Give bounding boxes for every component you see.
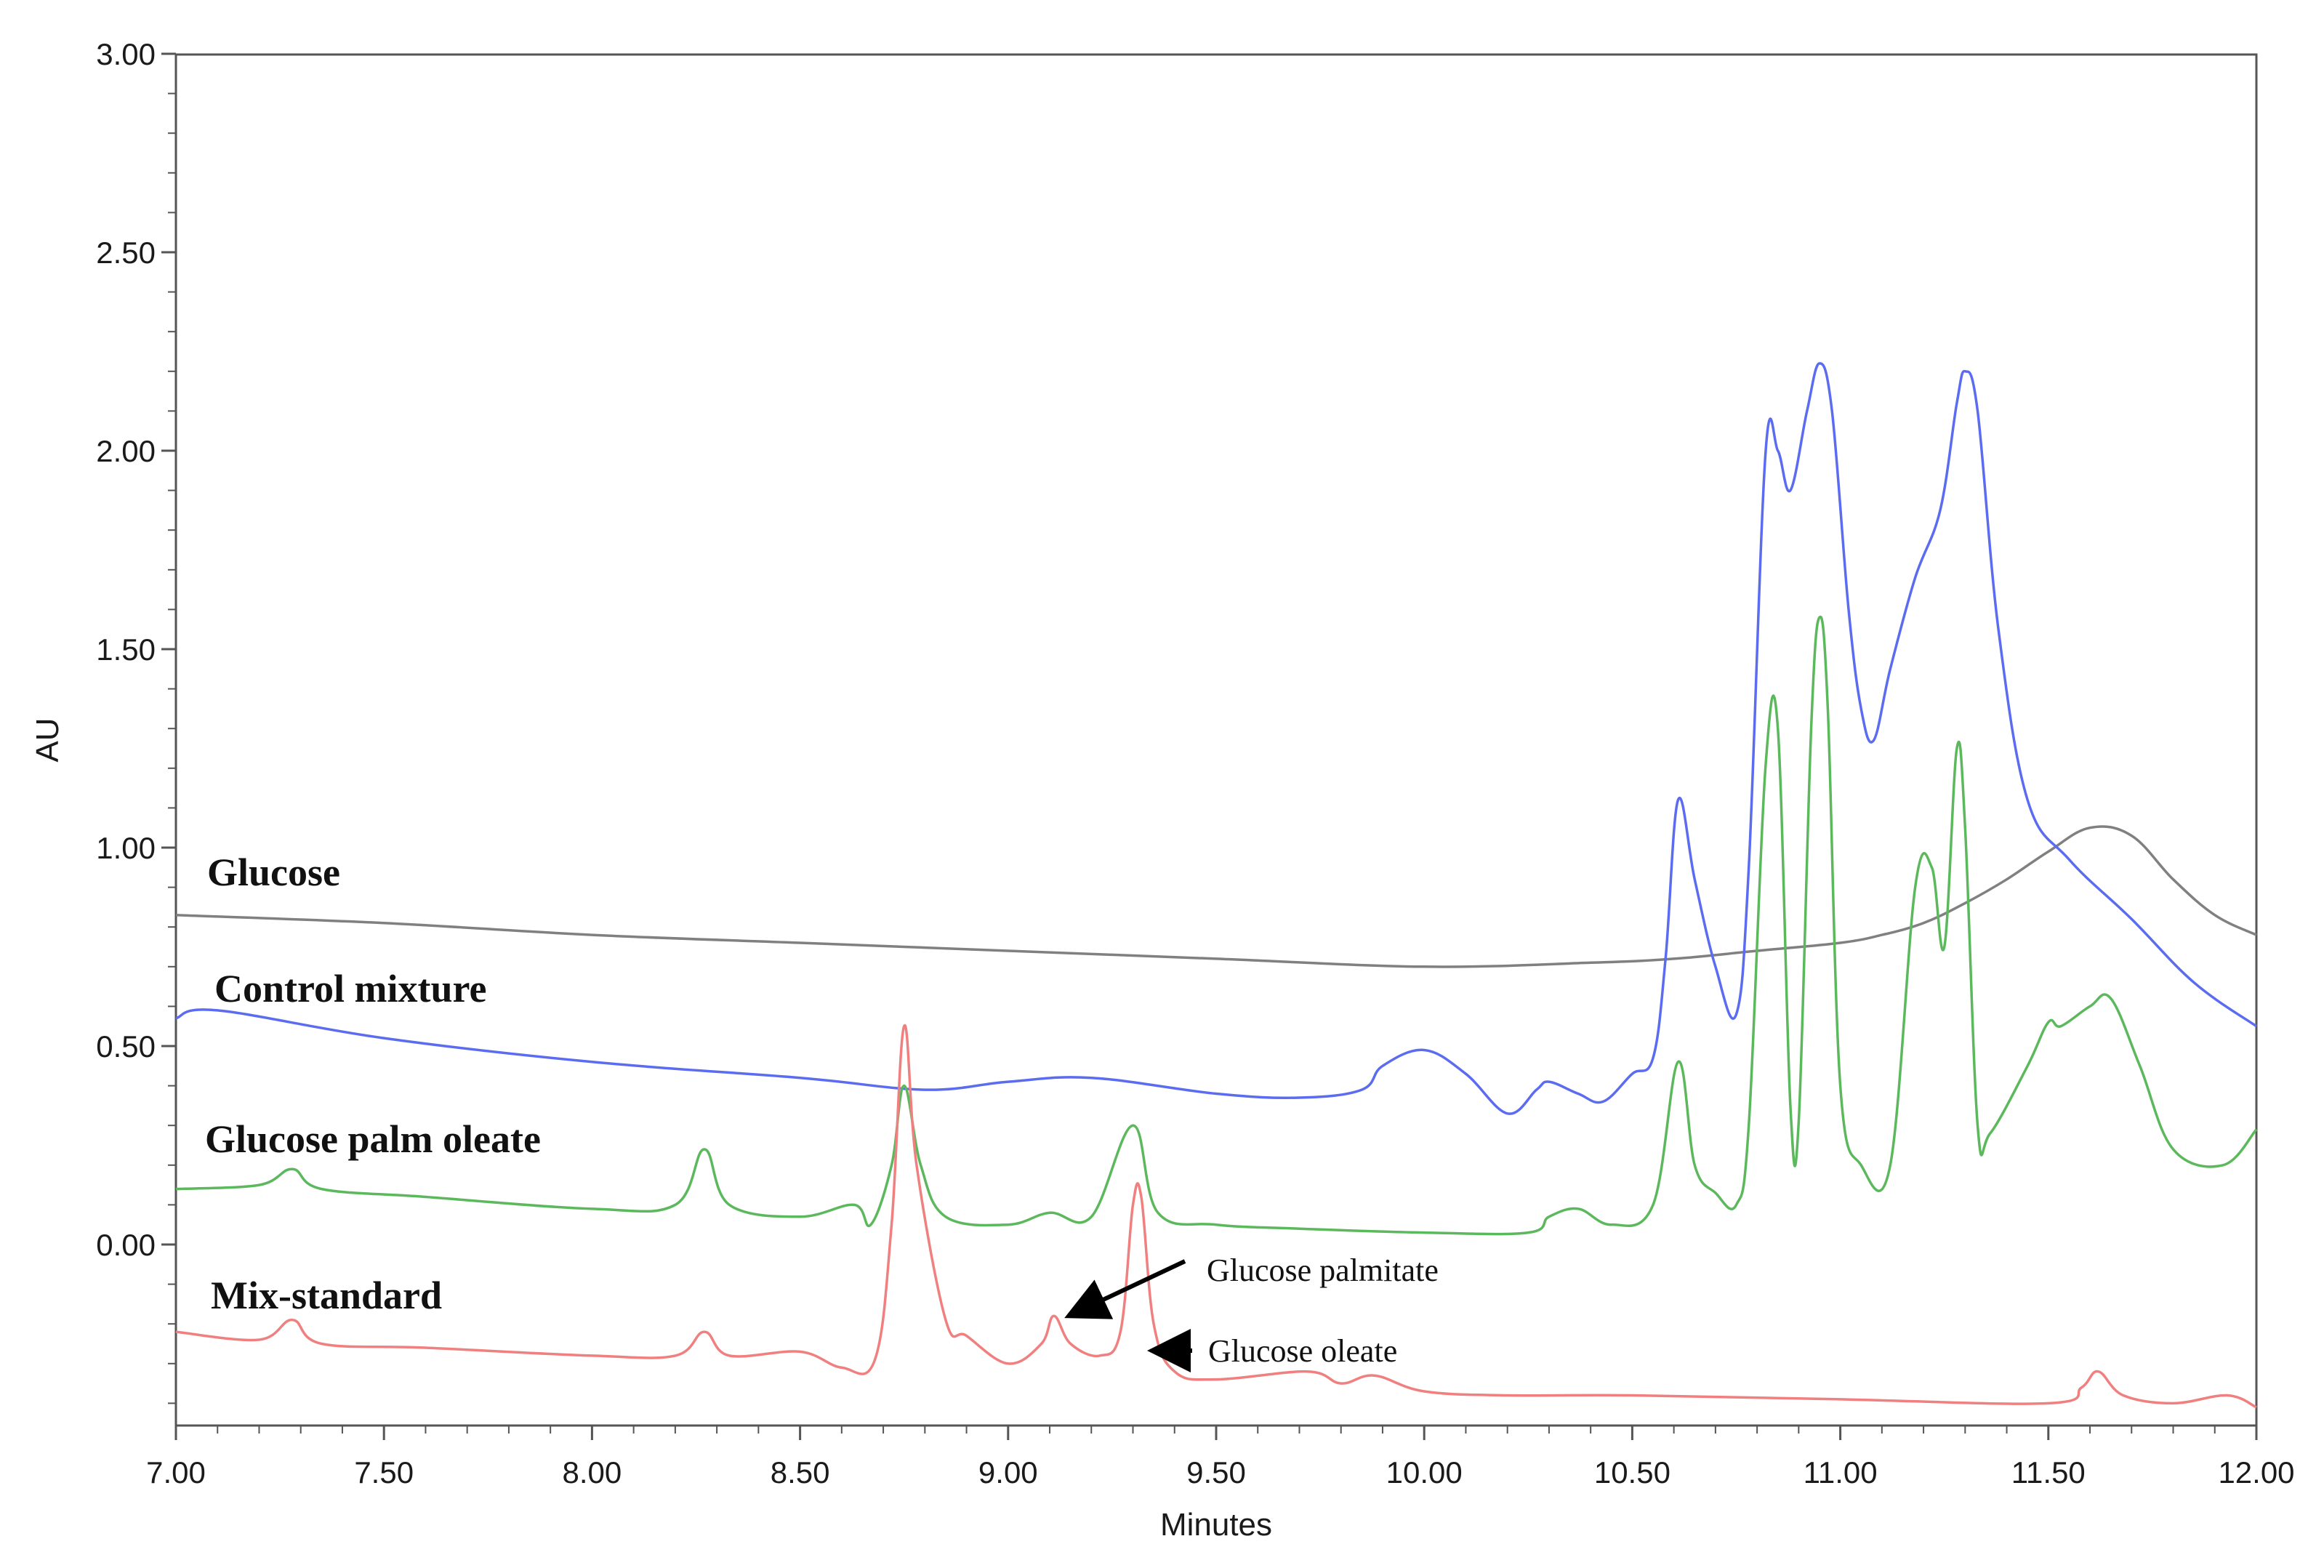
- y-axis-title: AU: [30, 717, 65, 762]
- y-tick-label: 0.50: [96, 1029, 156, 1064]
- series-line-glucose: [175, 825, 2257, 968]
- x-tick-label: 11.50: [2011, 1455, 2086, 1489]
- x-tick-label: 11.00: [1804, 1455, 1878, 1489]
- x-axis-title: Minutes: [1160, 1507, 1272, 1543]
- tick-labels: 7.00 7.50 8.00 8.50 9.00 9.50 10.00 10.50 11.00 1…: [96, 37, 2294, 1489]
- series-line-control-mixture: [175, 362, 2258, 1115]
- annotation-arrow-palmitate: [1064, 1259, 1186, 1319]
- x-tick-label: 10.00: [1386, 1455, 1463, 1489]
- x-tick-label: 9.00: [978, 1455, 1038, 1489]
- series-label-glucose: Glucose: [207, 851, 340, 894]
- series-label-control-mixture: Control mixture: [214, 967, 486, 1010]
- y-tick-label: 1.00: [96, 831, 156, 865]
- y-tick-label: 3.00: [96, 37, 156, 71]
- series-label-mix-standard: Mix-standard: [211, 1274, 442, 1317]
- series-lines: [175, 362, 2258, 1409]
- y-tick-label: 0.00: [96, 1228, 156, 1262]
- x-tick-label: 10.50: [1594, 1455, 1670, 1489]
- x-tick-label: 8.00: [563, 1455, 622, 1489]
- y-tick-label: 1.50: [96, 632, 156, 667]
- plot-frame: [174, 53, 2258, 1427]
- minor-ticks: [168, 92, 2216, 1434]
- y-tick-label: 2.00: [96, 434, 156, 468]
- x-tick-label: 12.00: [2218, 1455, 2294, 1489]
- series-line-glucose-palm-oleate: [175, 615, 2258, 1236]
- annotation-glucose-oleate: Glucose oleate: [1208, 1333, 1397, 1369]
- series-line-mix-standard: [175, 1024, 2257, 1409]
- x-tick-label: 7.50: [354, 1455, 414, 1489]
- y-tick-label: 2.50: [96, 236, 156, 270]
- major-ticks: [161, 52, 2258, 1440]
- x-tick-label: 8.50: [771, 1455, 830, 1489]
- annotation-glucose-palmitate: Glucose palmitate: [1207, 1253, 1439, 1288]
- x-tick-label: 7.00: [146, 1455, 206, 1489]
- series-label-glucose-palm-oleate: Glucose palm oleate: [205, 1117, 541, 1161]
- x-tick-label: 9.50: [1186, 1455, 1246, 1489]
